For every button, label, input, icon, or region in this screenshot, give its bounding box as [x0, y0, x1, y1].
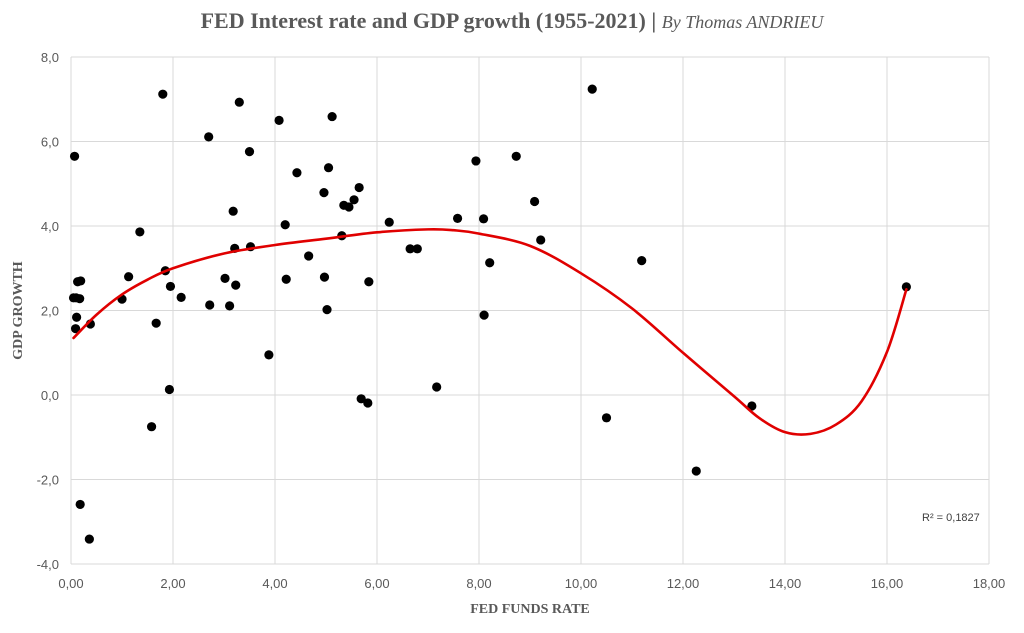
- data-point: [225, 301, 235, 311]
- data-point: [274, 115, 284, 125]
- data-point: [356, 394, 366, 404]
- data-point: [72, 312, 82, 322]
- data-point: [165, 281, 176, 292]
- trendline: [72, 227, 908, 436]
- data-point: [511, 151, 521, 161]
- data-point: [280, 220, 290, 230]
- data-point: [319, 272, 330, 282]
- r-squared-label: R² = 0,1827: [922, 512, 980, 524]
- chart-title: FED Interest rate and GDP growth (1955-2…: [200, 8, 646, 33]
- y-tick-label: 6,0: [41, 135, 59, 150]
- data-point: [164, 384, 175, 395]
- y-tick-label: 2,0: [41, 304, 59, 319]
- data-point: [75, 499, 85, 510]
- chart-title-line: FED Interest rate and GDP growth (1955-2…: [0, 8, 1024, 34]
- data-point: [292, 168, 302, 178]
- data-point: [536, 235, 546, 245]
- x-tick-label: 8,00: [466, 576, 491, 591]
- data-point: [471, 156, 481, 166]
- x-axis-label: FED FUNDS RATE: [470, 602, 590, 617]
- data-point: [158, 89, 168, 99]
- data-point: [747, 401, 757, 411]
- data-point: [691, 466, 701, 476]
- data-point: [176, 292, 186, 303]
- data-point: [264, 350, 274, 360]
- data-point: [529, 196, 540, 207]
- y-tick-label: -2,0: [37, 473, 59, 488]
- data-point: [220, 273, 230, 283]
- x-tick-label: 18,00: [973, 576, 1006, 591]
- chart-subtitle: By Thomas ANDRIEU: [661, 12, 824, 32]
- x-tick-label: 16,00: [871, 576, 904, 591]
- data-point: [344, 202, 354, 212]
- data-point: [319, 188, 329, 198]
- data-point: [76, 276, 86, 286]
- data-point: [363, 398, 373, 408]
- data-point: [485, 258, 495, 268]
- data-point: [452, 213, 463, 223]
- x-tick-label: 12,00: [667, 576, 700, 591]
- data-point: [135, 227, 145, 237]
- data-point: [601, 413, 612, 423]
- data-point: [231, 280, 241, 290]
- data-point: [234, 97, 244, 107]
- data-point: [204, 132, 214, 142]
- x-tick-label: 0,00: [58, 576, 83, 591]
- data-point: [405, 244, 415, 254]
- data-point: [478, 214, 489, 224]
- data-point: [354, 182, 364, 193]
- data-point: [364, 277, 374, 287]
- data-point: [479, 310, 489, 320]
- data-point: [205, 300, 215, 310]
- y-tick-label: -4,0: [37, 557, 59, 572]
- data-point: [281, 274, 291, 284]
- data-point: [151, 318, 161, 328]
- x-tick-label: 2,00: [160, 576, 185, 591]
- data-point: [70, 324, 81, 334]
- data-point: [228, 206, 238, 216]
- data-point: [349, 195, 359, 205]
- y-axis-label: GDP GROWTH: [11, 261, 26, 360]
- y-tick-label: 4,0: [41, 219, 59, 234]
- data-point: [384, 217, 394, 227]
- data-point: [322, 305, 332, 315]
- x-tick-label: 6,00: [364, 576, 389, 591]
- data-point: [146, 422, 157, 432]
- data-point: [901, 282, 911, 292]
- data-point: [327, 111, 337, 122]
- data-point: [304, 251, 314, 261]
- x-tick-label: 14,00: [769, 576, 802, 591]
- y-tick-label: 8,0: [41, 50, 59, 65]
- x-tick-label: 10,00: [565, 576, 598, 591]
- data-point: [412, 244, 422, 254]
- title-separator: |: [651, 8, 657, 33]
- data-point: [84, 534, 94, 544]
- data-point: [637, 256, 647, 266]
- data-point: [75, 294, 85, 304]
- data-point: [432, 382, 442, 392]
- data-point: [244, 147, 255, 157]
- data-point: [323, 163, 334, 173]
- y-tick-label: 0,0: [41, 388, 59, 403]
- data-point: [587, 84, 597, 94]
- data-point: [69, 151, 80, 161]
- data-point: [124, 272, 134, 282]
- x-tick-label: 4,00: [262, 576, 287, 591]
